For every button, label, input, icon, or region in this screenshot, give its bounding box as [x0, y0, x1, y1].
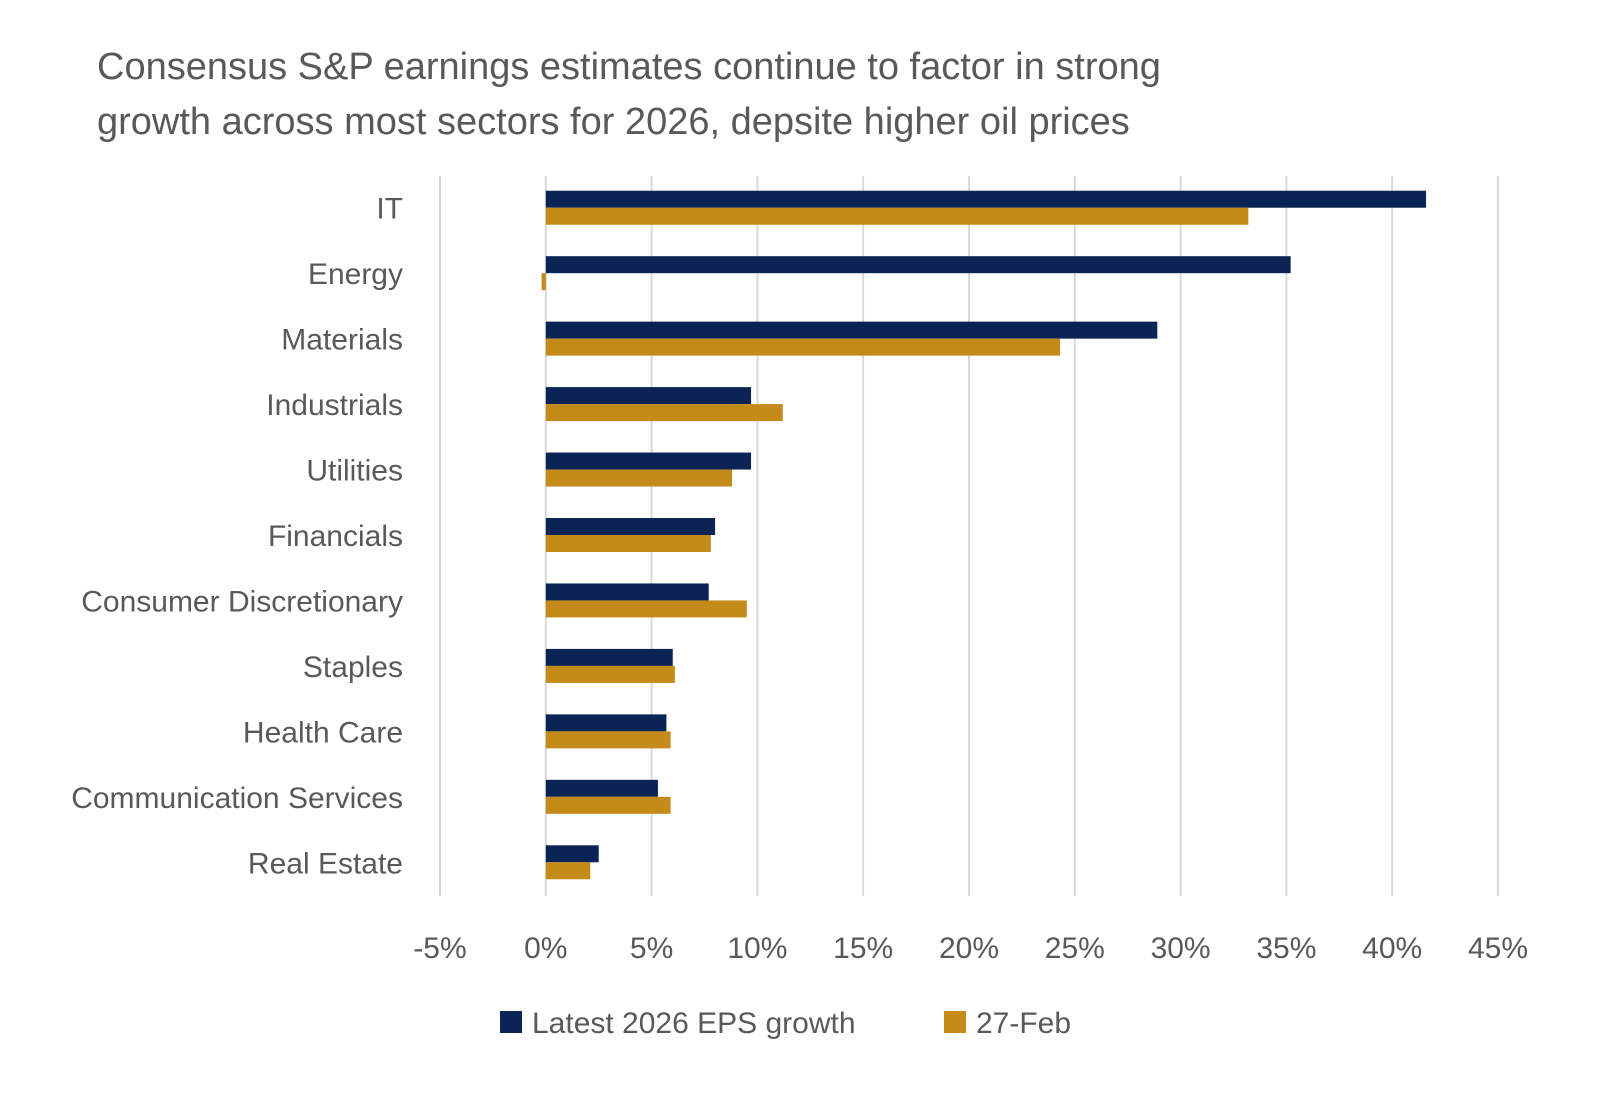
bar-feb27 — [545, 535, 711, 552]
category-label: Real Estate — [248, 847, 403, 880]
x-tick-label: 5% — [630, 932, 673, 965]
x-tick-label: 35% — [1256, 932, 1316, 965]
bar-latest — [545, 714, 667, 732]
bar-feb27 — [541, 273, 546, 291]
bar-latest — [545, 648, 673, 666]
bar-feb27 — [545, 404, 783, 422]
bar-latest — [545, 845, 599, 863]
x-tick-label: 0% — [524, 932, 567, 965]
x-tick-label: 25% — [1045, 932, 1105, 965]
bar-latest — [545, 387, 752, 405]
bar-feb27 — [545, 469, 733, 487]
bar-feb27 — [545, 731, 671, 749]
bar-feb27 — [545, 600, 747, 618]
bar-latest — [545, 779, 658, 797]
legend-swatch — [944, 1011, 966, 1033]
legend-label: 27-Feb — [976, 1007, 1071, 1040]
chart-title-line-1: Consensus S&P earnings estimates continu… — [97, 46, 1161, 88]
category-label: Financials — [268, 520, 403, 553]
category-label: Industrials — [266, 389, 403, 422]
bar-feb27 — [545, 796, 671, 814]
category-label: Communication Services — [71, 782, 403, 815]
category-label: Materials — [281, 324, 403, 357]
x-tick-label: 45% — [1468, 932, 1528, 965]
x-tick-label: 15% — [833, 932, 893, 965]
bar-latest — [545, 583, 709, 601]
x-tick-label: 30% — [1151, 932, 1211, 965]
chart-title-line-2: growth across most sectors for 2026, dep… — [97, 101, 1130, 143]
legend-label: Latest 2026 EPS growth — [532, 1007, 856, 1040]
bar-feb27 — [545, 338, 1060, 356]
bar-feb27 — [545, 207, 1249, 225]
category-label: Utilities — [306, 455, 403, 488]
bar-latest — [545, 190, 1427, 208]
legend-swatch — [500, 1011, 522, 1033]
bar-latest — [545, 518, 716, 535]
x-tick-label: 20% — [939, 932, 999, 965]
category-label: Health Care — [243, 716, 403, 749]
bar-latest — [545, 321, 1158, 339]
bar-latest — [545, 256, 1291, 274]
category-label: Energy — [308, 258, 403, 291]
category-label: IT — [376, 193, 403, 226]
x-tick-label: -5% — [413, 932, 466, 965]
bar-feb27 — [545, 862, 591, 880]
category-label: Consumer Discretionary — [81, 585, 403, 618]
category-label: Staples — [303, 651, 403, 684]
x-tick-label: 10% — [727, 932, 787, 965]
chart-title: Consensus S&P earnings estimates continu… — [97, 40, 1397, 150]
bar-latest — [545, 452, 752, 470]
bar-feb27 — [545, 665, 675, 683]
x-tick-label: 40% — [1362, 932, 1422, 965]
